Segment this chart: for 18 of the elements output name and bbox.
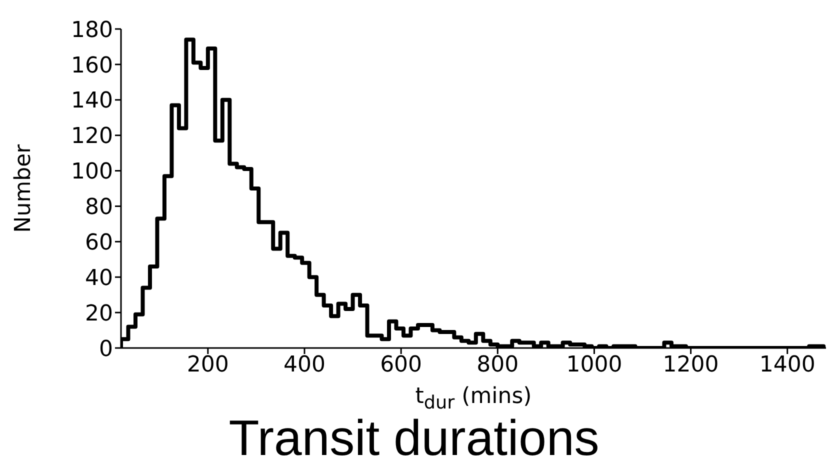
x-tick-label: 800 (476, 352, 519, 378)
x-tick-label: 1400 (759, 352, 816, 378)
y-tick-label: 40 (85, 266, 113, 291)
y-tick-label: 160 (71, 53, 113, 78)
x-tick-label: 200 (186, 352, 229, 378)
y-tick-label: 0 (99, 336, 113, 362)
y-axis-title: Number (10, 143, 36, 233)
x-tick-label: 1200 (662, 352, 719, 378)
x-tick-label: 1000 (566, 352, 622, 378)
y-tick-label: 180 (71, 18, 113, 43)
y-tick-label: 120 (71, 124, 113, 150)
y-tick-label: 140 (71, 88, 113, 114)
x-tick-label: 400 (283, 352, 326, 378)
x-tick-label: 600 (380, 352, 422, 378)
y-tick-label: 60 (85, 230, 113, 256)
y-tick-label: 20 (85, 301, 113, 326)
y-tick-label: 80 (85, 195, 113, 220)
y-tick-label: 100 (71, 160, 113, 185)
